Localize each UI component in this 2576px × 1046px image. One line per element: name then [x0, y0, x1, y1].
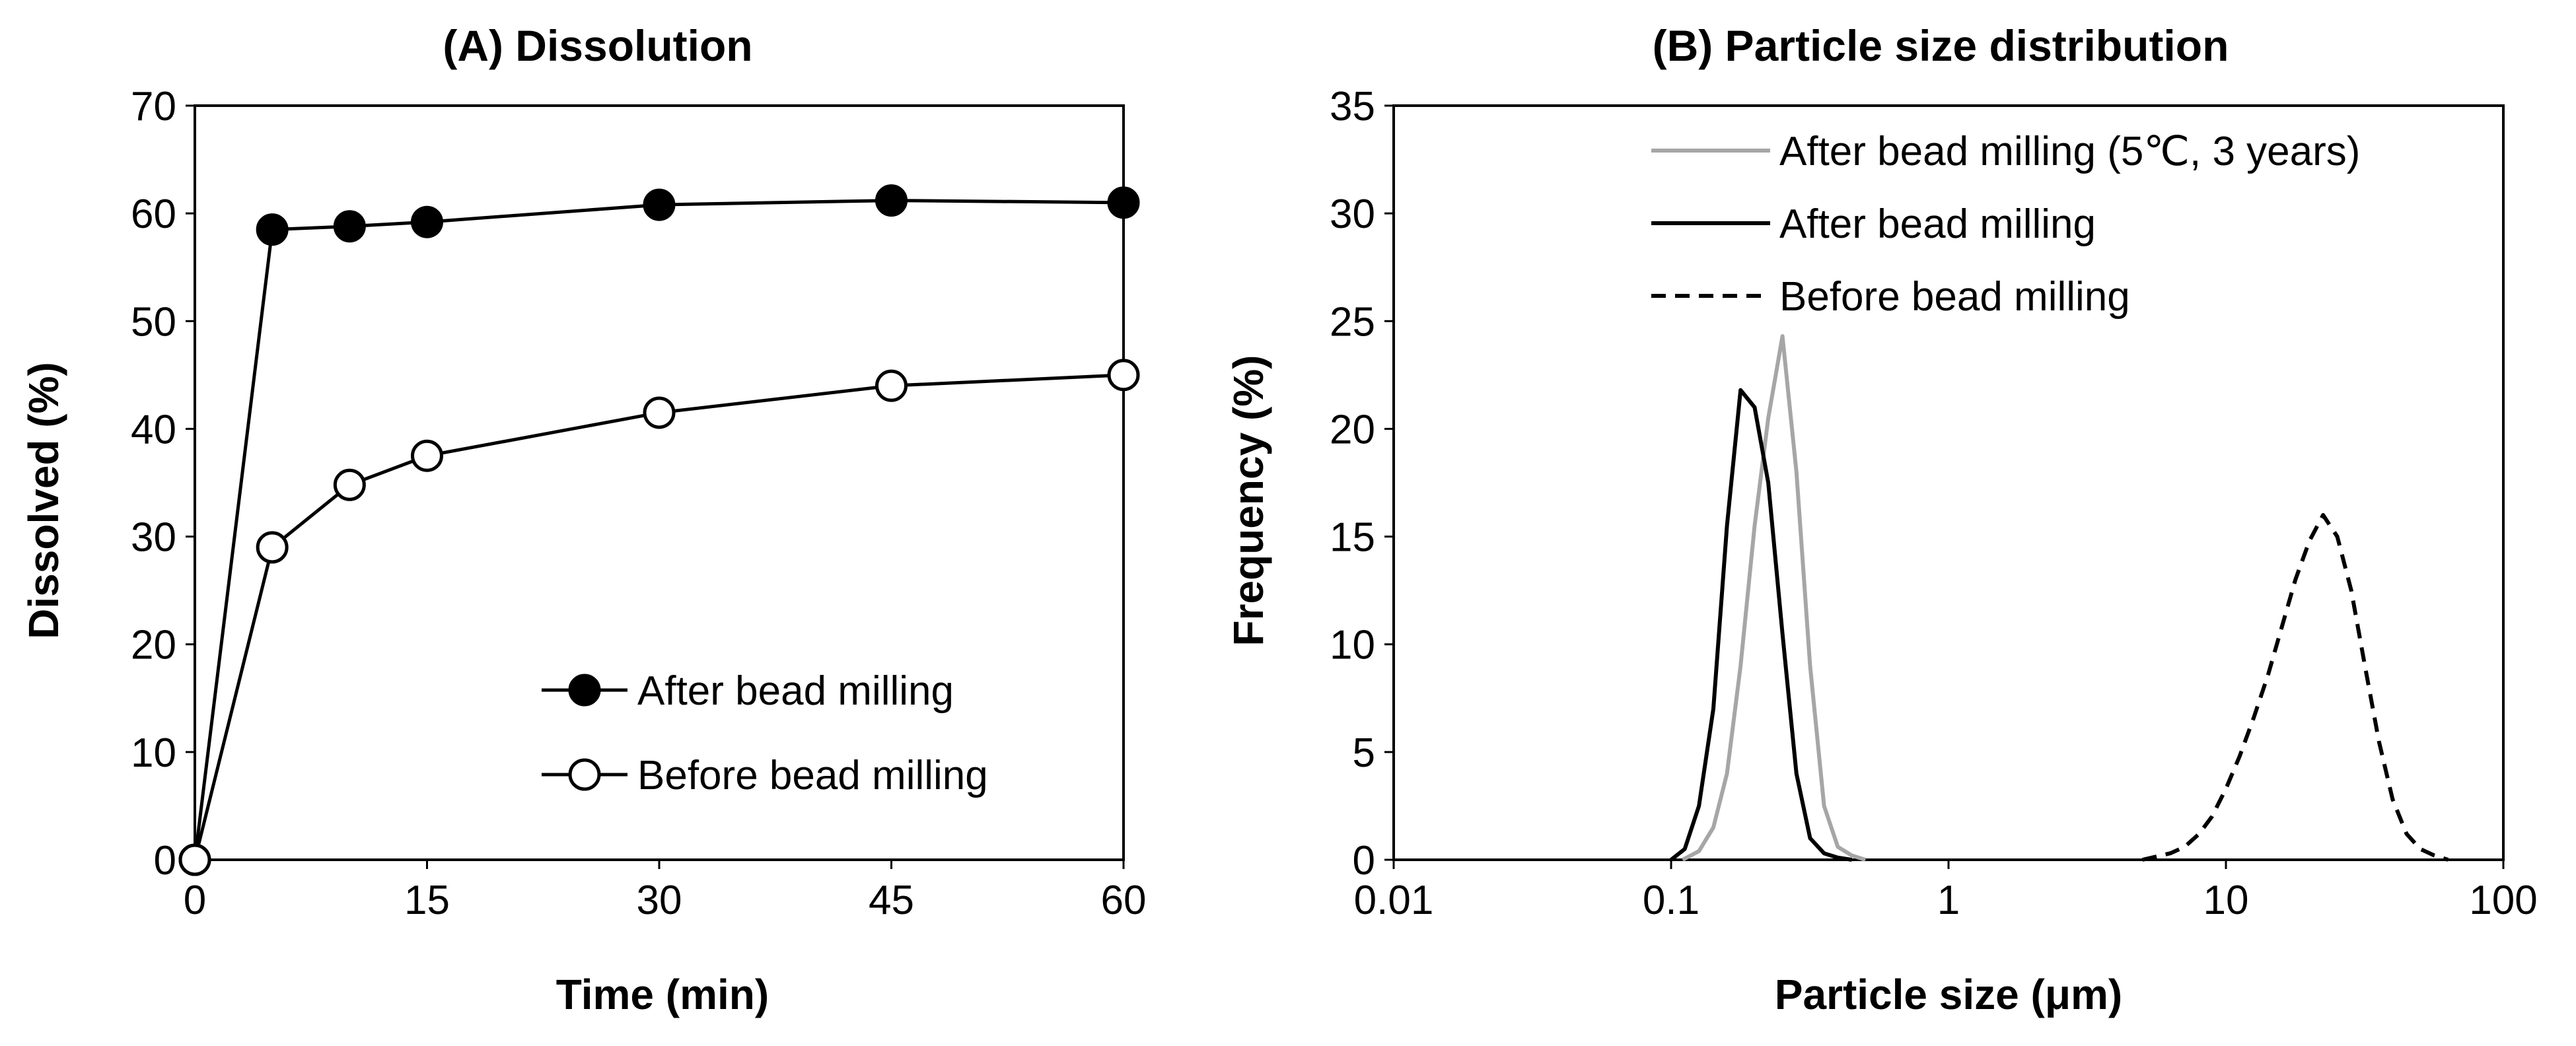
- chart-a-point-after: [875, 184, 908, 217]
- chart-b-x-tick-label: 10: [2203, 878, 2249, 923]
- chart-a-y-tick-label: 50: [131, 299, 176, 345]
- chart-b-y-tick-label: 10: [1330, 623, 1375, 668]
- chart-a-y-axis-label: Dissolved (%): [20, 362, 67, 639]
- chart-a-y-tick-label: 70: [131, 84, 176, 129]
- chart-a-y-tick-label: 60: [131, 192, 176, 237]
- chart-a-x-tick-label: 30: [637, 878, 682, 923]
- chart-a-y-tick-label: 30: [131, 515, 176, 561]
- chart-a-y-tick-label: 20: [131, 623, 176, 668]
- chart-b-y-tick-label: 5: [1353, 730, 1375, 776]
- chart-b-legend-label: Before bead milling: [1779, 274, 2130, 320]
- dissolution-chart: (A) Dissolution Time (min) Dissolved (%)…: [20, 21, 1146, 1018]
- chart-a-point-before: [1107, 359, 1140, 392]
- chart-b-y-tick-label: 15: [1330, 515, 1375, 561]
- chart-a-legend-label: Before bead milling: [637, 753, 988, 798]
- chart-a-point-before: [178, 843, 211, 876]
- chart-b-y-axis-label: Frequency (%): [1225, 355, 1272, 646]
- chart-b-x-tick-label: 0.1: [1643, 878, 1699, 923]
- chart-b-x-tick-label: 0.01: [1354, 878, 1434, 923]
- chart-b-y-tick-label: 25: [1330, 299, 1375, 345]
- chart-b-x-axis-label: Particle size (μm): [1775, 971, 2122, 1018]
- chart-b-x-tick-label: 100: [2469, 878, 2537, 923]
- chart-b-title: (B) Particle size distribution: [1653, 21, 2229, 70]
- chart-a-point-after: [411, 205, 443, 238]
- chart-a-title: (A) Dissolution: [443, 21, 752, 70]
- chart-a-y-tick-label: 10: [131, 730, 176, 776]
- chart-a-x-tick-label: 0: [184, 878, 206, 923]
- chart-a-y-tick-label: 40: [131, 407, 176, 452]
- chart-a-legend-label: After bead milling: [637, 668, 954, 714]
- chart-b-series-line-before: [2141, 512, 2449, 862]
- chart-a-point-before: [256, 531, 289, 564]
- chart-a-point-before: [333, 468, 366, 501]
- chart-b-legend-label: After bead milling (5℃, 3 years): [1779, 129, 2360, 174]
- chart-b-x-tick-label: 1: [1937, 878, 1960, 923]
- chart-b-y-tick-label: 35: [1330, 84, 1375, 129]
- chart-a-point-before: [875, 369, 908, 402]
- chart-a-x-tick-label: 45: [869, 878, 914, 923]
- chart-b-y-tick-label: 30: [1330, 192, 1375, 237]
- chart-b-y-tick-label: 0: [1353, 838, 1375, 884]
- chart-a-point-before: [411, 439, 443, 472]
- chart-a-point-before: [643, 396, 676, 429]
- chart-a-x-axis-label: Time (min): [556, 971, 769, 1018]
- particle-size-chart: (B) Particle size distribution Particle …: [1225, 21, 2538, 1018]
- chart-a-legend-marker: [568, 758, 601, 791]
- chart-a-point-after: [333, 210, 366, 243]
- chart-b-series-line-after: [1670, 388, 1852, 862]
- chart-a-point-after: [643, 188, 676, 221]
- chart-b-y-tick-label: 20: [1330, 407, 1375, 452]
- chart-a-x-tick-label: 60: [1101, 878, 1147, 923]
- chart-b-legend-label: After bead milling: [1779, 201, 2096, 247]
- chart-a-point-after: [256, 213, 289, 246]
- chart-a-point-after: [1107, 186, 1140, 219]
- chart-b-series-line-after-3yr: [1681, 334, 1867, 862]
- chart-a-x-tick-label: 15: [404, 878, 450, 923]
- chart-a-y-tick-label: 0: [154, 838, 176, 884]
- chart-a-legend-marker: [568, 674, 601, 707]
